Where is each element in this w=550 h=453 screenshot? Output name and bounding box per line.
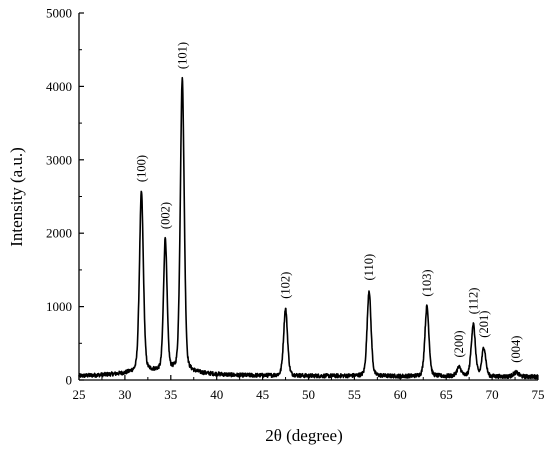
peak-label: (200) xyxy=(452,330,466,357)
x-ticks: 25 30 35 40 45 50 55 60 65 70 75 xyxy=(73,375,545,402)
peak-label: (112) xyxy=(466,288,480,315)
x-tick-label: 65 xyxy=(440,387,453,402)
x-tick-label: 60 xyxy=(394,387,407,402)
series-line xyxy=(78,76,539,380)
y-tick-label: 5000 xyxy=(46,6,72,21)
x-tick-label: 50 xyxy=(302,387,315,402)
x-tick-label: 35 xyxy=(164,387,177,402)
y-axis-title: Intensity (a.u.) xyxy=(7,147,26,247)
x-tick-label: 75 xyxy=(532,387,545,402)
peak-labels: (100) (002) (101) (102) (110) (103) (200) (112)… xyxy=(134,42,523,363)
y-tick-label: 4000 xyxy=(46,79,72,94)
peak-label: (101) xyxy=(175,42,189,69)
plot-layer xyxy=(78,76,539,380)
x-tick-label: 30 xyxy=(118,387,131,402)
peak-label: (002) xyxy=(158,202,172,229)
peak-label: (201) xyxy=(477,311,491,338)
peak-label: (110) xyxy=(362,254,376,281)
y-ticks: 0 1000 2000 3000 4000 5000 xyxy=(46,6,84,388)
peak-label: (102) xyxy=(279,272,293,299)
x-tick-label: 70 xyxy=(486,387,499,402)
peak-label: (100) xyxy=(134,155,148,182)
x-tick-label: 25 xyxy=(73,387,86,402)
x-tick-label: 40 xyxy=(210,387,223,402)
x-tick-label: 55 xyxy=(348,387,361,402)
x-tick-label: 45 xyxy=(256,387,269,402)
y-tick-label: 1000 xyxy=(46,299,72,314)
axes xyxy=(78,13,538,381)
peak-label: (103) xyxy=(420,270,434,297)
peak-label: (004) xyxy=(509,336,523,363)
y-tick-label: 3000 xyxy=(46,152,72,167)
y-tick-label: 0 xyxy=(66,373,73,388)
y-tick-label: 2000 xyxy=(46,226,72,241)
x-axis-title: 2θ (degree) xyxy=(265,426,343,445)
